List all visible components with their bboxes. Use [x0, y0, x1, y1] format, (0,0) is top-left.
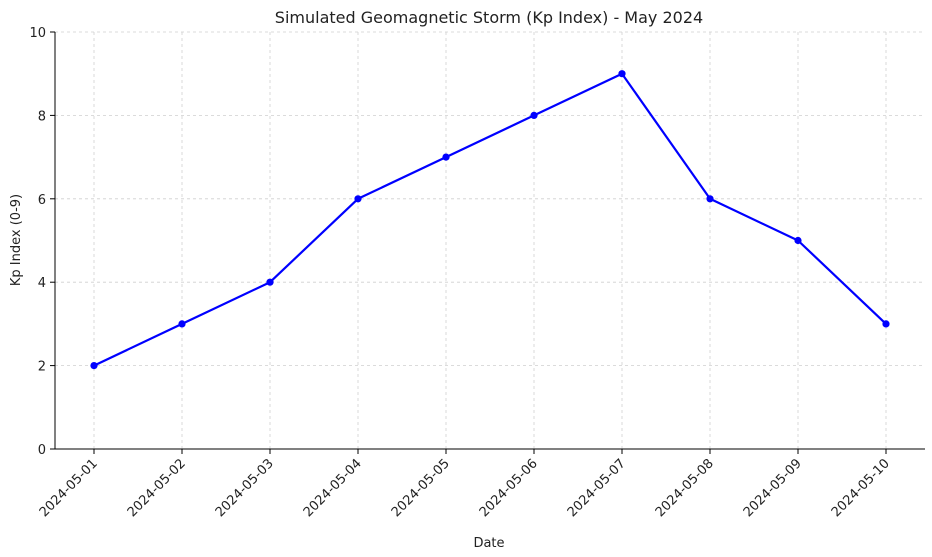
ticks-layer: 0 2 4 6 8 10 2024-05-01 2024-05-02 2024-05-03 202… — [29, 26, 892, 520]
x-tick-label: 2024-05-02 — [125, 456, 189, 520]
data-point — [442, 153, 450, 161]
x-tick-label: 2024-05-06 — [477, 456, 541, 520]
data-point — [882, 320, 890, 328]
data-point — [530, 111, 538, 119]
y-axis-label: Kp Index (0-9) — [9, 194, 24, 286]
x-tick-label: 2024-05-09 — [741, 456, 805, 520]
y-tick-label: 4 — [38, 276, 46, 291]
axes-layer — [54, 32, 925, 450]
x-tick-label: 2024-05-01 — [37, 456, 101, 520]
x-tick-label: 2024-05-10 — [829, 456, 893, 520]
data-point — [706, 195, 714, 203]
data-point — [90, 362, 98, 370]
x-tick-label: 2024-05-08 — [653, 456, 717, 520]
y-tick-label: 10 — [29, 26, 46, 41]
y-tick-label: 8 — [38, 109, 46, 124]
y-tick-label: 2 — [38, 360, 46, 375]
data-point — [266, 278, 274, 286]
y-tick-label: 6 — [38, 193, 46, 208]
x-axis-label: Date — [473, 536, 504, 551]
data-point — [794, 236, 802, 245]
chart-title: Simulated Geomagnetic Storm (Kp Index) -… — [275, 8, 703, 27]
data-point — [178, 320, 186, 328]
series-line — [93, 72, 887, 367]
data-point — [618, 70, 626, 78]
x-tick-label: 2024-05-04 — [301, 456, 365, 520]
y-tick-label: 0 — [38, 443, 46, 458]
series-layer — [90, 70, 890, 370]
x-tick-label: 2024-05-07 — [565, 456, 629, 520]
x-tick-label: 2024-05-03 — [213, 456, 277, 520]
data-point — [354, 195, 362, 203]
x-tick-label: 2024-05-05 — [389, 456, 453, 520]
